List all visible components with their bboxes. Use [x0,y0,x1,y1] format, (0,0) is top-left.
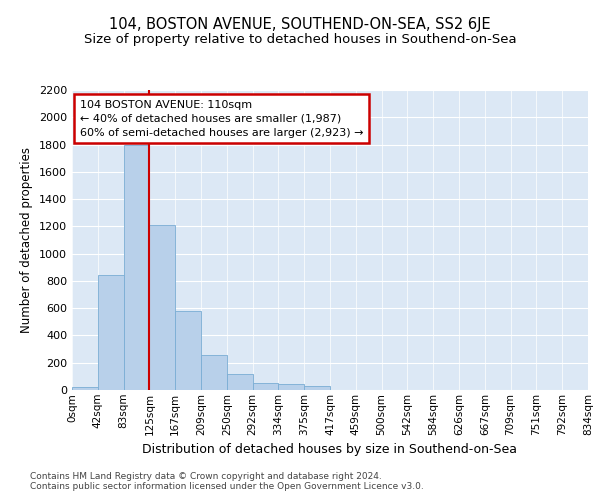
X-axis label: Distribution of detached houses by size in Southend-on-Sea: Distribution of detached houses by size … [143,443,517,456]
Y-axis label: Number of detached properties: Number of detached properties [20,147,34,333]
Bar [253,383,278,390]
Bar [98,276,124,390]
Text: 104 BOSTON AVENUE: 110sqm
← 40% of detached houses are smaller (1,987)
60% of se: 104 BOSTON AVENUE: 110sqm ← 40% of detac… [80,100,363,138]
Bar [149,225,175,390]
Bar [124,144,149,390]
Text: Contains public sector information licensed under the Open Government Licence v3: Contains public sector information licen… [30,482,424,491]
Bar [278,384,304,390]
Bar [72,386,98,390]
Bar [304,386,330,390]
Text: 104, BOSTON AVENUE, SOUTHEND-ON-SEA, SS2 6JE: 104, BOSTON AVENUE, SOUTHEND-ON-SEA, SS2… [109,18,491,32]
Text: Contains HM Land Registry data © Crown copyright and database right 2024.: Contains HM Land Registry data © Crown c… [30,472,382,481]
Text: Size of property relative to detached houses in Southend-on-Sea: Size of property relative to detached ho… [83,32,517,46]
Bar [227,374,253,390]
Bar [201,354,227,390]
Bar [175,311,201,390]
